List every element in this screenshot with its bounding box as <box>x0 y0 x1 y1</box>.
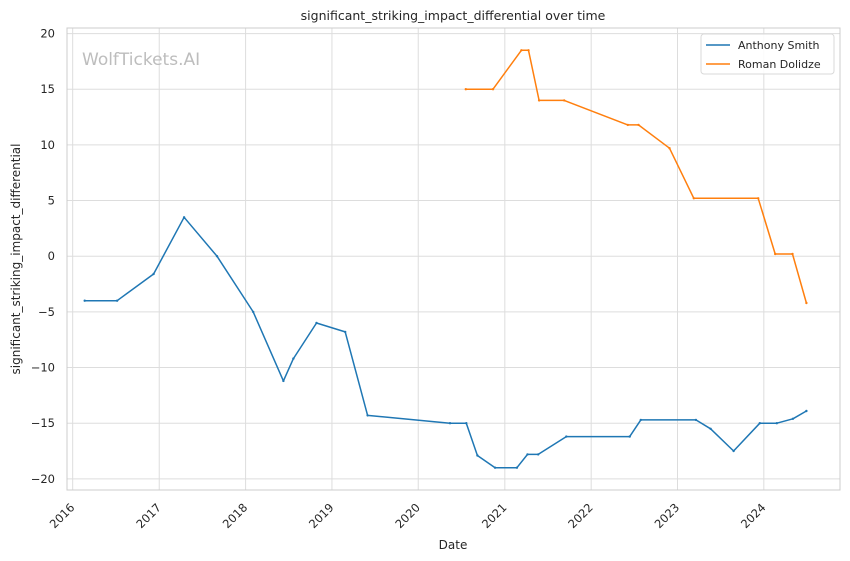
data-point-roman-dolidze <box>527 49 530 52</box>
data-point-anthony-smith <box>565 435 568 438</box>
data-point-anthony-smith <box>758 422 761 425</box>
y-axis-label: significant_striking_impact_differential <box>9 144 23 375</box>
data-point-anthony-smith <box>775 422 778 425</box>
y-tick-label: −20 <box>31 472 55 486</box>
data-point-anthony-smith <box>694 418 698 422</box>
data-point-anthony-smith <box>791 417 795 420</box>
data-point-anthony-smith <box>115 299 119 302</box>
data-point-anthony-smith <box>628 435 631 438</box>
data-point-anthony-smith <box>526 453 529 456</box>
data-point-anthony-smith <box>448 422 452 425</box>
grid <box>67 28 840 490</box>
data-point-anthony-smith <box>292 357 295 360</box>
data-point-anthony-smith <box>366 414 369 417</box>
series-line-anthony-smith <box>84 216 807 469</box>
y-tick-label: −15 <box>31 416 55 430</box>
series-lines <box>83 49 808 469</box>
data-point-roman-dolidze <box>774 252 777 256</box>
legend-box <box>700 33 835 75</box>
data-point-roman-dolidze <box>791 252 794 256</box>
data-point-anthony-smith <box>252 310 255 314</box>
data-point-roman-dolidze <box>692 197 695 200</box>
y-tick-label: 10 <box>40 138 55 152</box>
legend-label-anthony-smith: Anthony Smith <box>738 39 820 52</box>
data-point-roman-dolidze <box>805 301 808 305</box>
watermark: WolfTickets.AI <box>82 50 200 70</box>
data-point-anthony-smith <box>344 330 347 334</box>
legend: Anthony Smith Roman Dolidze <box>700 33 835 75</box>
data-point-anthony-smith <box>465 422 468 425</box>
y-tick-label: 20 <box>40 27 55 41</box>
data-point-roman-dolidze <box>626 123 629 127</box>
data-point-anthony-smith <box>83 299 86 302</box>
data-point-roman-dolidze <box>637 123 640 127</box>
y-tick-label: −5 <box>38 305 55 319</box>
data-point-roman-dolidze <box>491 88 495 91</box>
data-point-anthony-smith <box>315 321 318 325</box>
y-tick-label: 5 <box>48 194 55 208</box>
x-axis-label: Date <box>439 538 468 552</box>
data-point-anthony-smith <box>493 466 497 469</box>
data-point-roman-dolidze <box>757 197 760 200</box>
y-tick-label: 0 <box>48 249 55 263</box>
data-point-anthony-smith <box>537 453 540 456</box>
data-point-anthony-smith <box>709 427 712 430</box>
data-point-roman-dolidze <box>537 99 541 102</box>
data-point-roman-dolidze <box>464 88 467 91</box>
data-point-anthony-smith <box>476 454 479 457</box>
data-point-anthony-smith <box>215 255 219 258</box>
data-point-anthony-smith <box>805 409 808 413</box>
data-point-anthony-smith <box>639 418 642 422</box>
plot-frame <box>66 27 841 491</box>
data-point-roman-dolidze <box>563 99 566 102</box>
chart-title: significant_striking_impact_differential… <box>301 8 606 23</box>
data-point-roman-dolidze <box>668 147 671 150</box>
y-tick-label: −10 <box>31 361 55 375</box>
data-point-anthony-smith <box>152 272 155 276</box>
data-point-roman-dolidze <box>520 49 523 52</box>
data-point-anthony-smith <box>515 466 519 469</box>
data-point-anthony-smith <box>182 216 186 219</box>
data-point-anthony-smith <box>732 449 735 453</box>
legend-label-roman-dolidze: Roman Dolidze <box>738 58 821 71</box>
y-tick-label: 15 <box>40 82 55 96</box>
data-point-anthony-smith <box>282 379 285 383</box>
